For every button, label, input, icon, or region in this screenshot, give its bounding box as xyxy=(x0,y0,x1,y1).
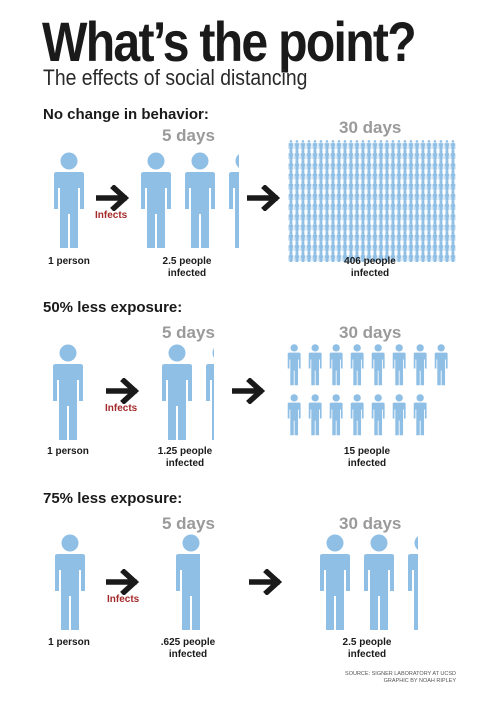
person-icon xyxy=(336,252,342,262)
day30-crowd-figure xyxy=(288,140,456,262)
days30-label: 30 days xyxy=(339,514,402,533)
days5-label: 5 days xyxy=(162,323,215,342)
person-icon xyxy=(432,252,438,262)
scenario-heading: 50% less exposure: xyxy=(43,299,183,316)
person-icon xyxy=(320,534,350,630)
infects-label: Infects xyxy=(95,210,128,221)
day5-people-figure xyxy=(162,344,214,440)
day30-caption: 2.5 people infected xyxy=(342,637,392,660)
person-icon xyxy=(413,394,427,436)
person-icon xyxy=(408,536,418,630)
days5-label: 5 days xyxy=(162,514,215,533)
person-icon xyxy=(329,344,343,386)
day30-people-figure xyxy=(320,534,418,630)
person-icon xyxy=(162,344,192,440)
person-icon xyxy=(324,252,330,262)
person-icon xyxy=(348,252,354,262)
person-icon xyxy=(53,344,83,440)
person-icon xyxy=(306,252,312,262)
start-person-icon xyxy=(53,344,83,440)
person-icon xyxy=(438,252,444,262)
person-icon xyxy=(176,534,200,630)
day5-caption: 1.25 people infected xyxy=(157,446,213,469)
person-icon xyxy=(312,252,318,262)
person-icon xyxy=(342,252,348,262)
infects-label: Infects xyxy=(105,403,138,414)
person-icon xyxy=(308,394,322,436)
person-icon xyxy=(300,252,306,262)
day30-crowd-figure xyxy=(287,344,448,436)
start-caption: 1 person xyxy=(47,446,89,457)
start-caption: 1 person xyxy=(48,256,90,267)
person-icon xyxy=(287,394,301,436)
person-icon xyxy=(350,394,364,436)
person-icon xyxy=(206,348,214,440)
person-icon xyxy=(450,252,456,262)
day5-people-figure xyxy=(141,152,239,248)
day30-caption: 406 people infected xyxy=(344,256,396,279)
person-icon xyxy=(185,152,215,248)
days5-label: 5 days xyxy=(162,126,215,145)
person-icon xyxy=(329,394,343,436)
person-icon xyxy=(392,394,406,436)
person-icon xyxy=(434,344,448,386)
person-icon xyxy=(141,152,171,248)
person-icon xyxy=(444,252,450,262)
day5-caption: .625 people infected xyxy=(160,637,216,660)
page-subtitle: The effects of social distancing xyxy=(43,65,308,90)
person-icon xyxy=(54,152,84,248)
person-icon xyxy=(414,252,420,262)
person-icon xyxy=(384,252,390,262)
day30-caption: 15 people infected xyxy=(343,446,391,469)
person-icon xyxy=(371,394,385,436)
person-icon xyxy=(378,252,384,262)
person-icon xyxy=(350,344,364,386)
person-icon xyxy=(371,344,385,386)
days30-label: 30 days xyxy=(339,118,402,137)
person-icon xyxy=(364,534,394,630)
person-icon xyxy=(420,252,426,262)
person-icon xyxy=(288,252,294,262)
arrow-right-icon xyxy=(106,569,140,595)
arrow-right-icon xyxy=(96,185,130,211)
arrow-right-icon xyxy=(106,378,140,404)
person-icon xyxy=(229,154,239,248)
page-title: What’s the point? xyxy=(42,10,417,73)
person-icon xyxy=(426,252,432,262)
arrow-right-icon xyxy=(247,185,281,211)
person-icon xyxy=(360,252,366,262)
infects-label: Infects xyxy=(107,594,140,605)
scenario-heading: No change in behavior: xyxy=(43,106,209,123)
person-icon xyxy=(330,252,336,262)
person-icon xyxy=(396,252,402,262)
person-icon xyxy=(318,252,324,262)
person-icon xyxy=(308,344,322,386)
person-icon xyxy=(372,252,378,262)
scenario-heading: 75% less exposure: xyxy=(43,490,183,507)
person-icon xyxy=(413,344,427,386)
person-icon xyxy=(294,252,300,262)
source-note: SOURCE: SIGNER LABORATORY AT UCSD GRAPHIC… xyxy=(345,671,456,684)
person-icon xyxy=(354,252,360,262)
person-icon xyxy=(408,252,414,262)
start-caption: 1 person xyxy=(48,637,90,648)
day5-caption: 2.5 people infected xyxy=(162,256,212,279)
person-icon xyxy=(392,344,406,386)
person-icon xyxy=(390,252,396,262)
arrow-right-icon xyxy=(232,378,266,404)
start-person-icon xyxy=(55,534,85,630)
person-icon xyxy=(402,252,408,262)
person-icon xyxy=(55,534,85,630)
days30-label: 30 days xyxy=(339,323,402,342)
person-icon xyxy=(287,344,301,386)
arrow-right-icon xyxy=(249,569,283,595)
start-person-icon xyxy=(54,152,84,248)
person-icon xyxy=(366,252,372,262)
day5-people-figure xyxy=(176,534,200,630)
